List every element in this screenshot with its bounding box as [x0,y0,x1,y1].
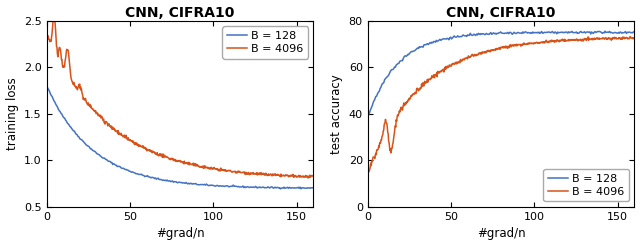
Y-axis label: test accuracy: test accuracy [330,74,343,154]
B = 4096 [310,175,317,178]
Legend: B = 128, B = 4096: B = 128, B = 4096 [543,169,629,201]
B = 4096 [364,168,372,170]
B = 128 [268,185,275,188]
B = 128 [607,31,614,34]
B = 128 [527,31,535,34]
B = 4096 [164,156,172,159]
B = 4096 [626,35,634,38]
B = 4096 [365,170,373,173]
B = 4096 [565,39,573,42]
B = 4096 [221,168,229,171]
B = 128 [364,115,372,118]
B = 128 [523,31,531,34]
B = 128 [202,184,209,186]
B = 128 [365,114,372,117]
B = 4096 [200,164,208,167]
B = 4096 [485,49,493,52]
B = 128 [522,31,529,33]
X-axis label: #grad/n: #grad/n [477,228,525,240]
B = 4096 [43,34,51,37]
B = 128 [630,31,638,34]
Line: B = 128: B = 128 [47,86,314,189]
B = 4096 [522,43,529,46]
B = 4096 [630,37,638,40]
Line: B = 128: B = 128 [368,31,634,117]
B = 4096 [90,109,98,112]
B = 4096 [433,71,440,74]
B = 128 [285,186,293,189]
B = 128 [310,186,317,189]
Line: B = 4096: B = 4096 [368,37,634,172]
Line: B = 4096: B = 4096 [47,15,314,178]
Y-axis label: training loss: training loss [6,77,19,150]
B = 128 [44,86,51,89]
B = 4096 [112,130,120,133]
B = 128 [43,84,51,87]
B = 128 [206,184,214,187]
Legend: B = 128, B = 4096: B = 128, B = 4096 [222,26,308,59]
B = 4096 [412,91,419,94]
B = 4096 [543,39,550,42]
B = 4096 [50,13,58,16]
Title: CNN, CIFRA10: CNN, CIFRA10 [446,6,556,19]
B = 4096 [244,171,252,174]
B = 128 [601,30,609,33]
B = 128 [201,183,209,186]
B = 128 [276,187,284,190]
B = 4096 [304,176,312,179]
B = 128 [589,31,596,34]
Title: CNN, CIFRA10: CNN, CIFRA10 [125,6,235,19]
X-axis label: #grad/n: #grad/n [156,228,204,240]
